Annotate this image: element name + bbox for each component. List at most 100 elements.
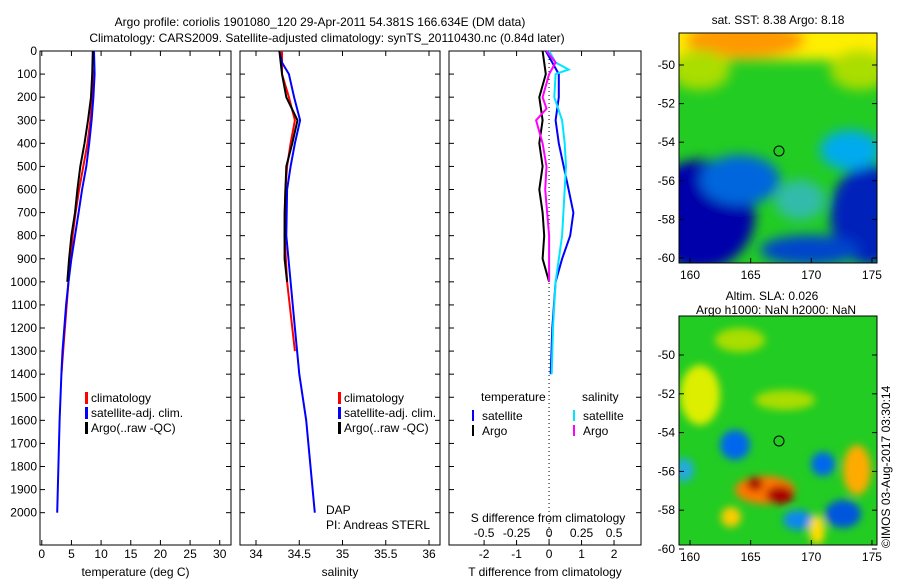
- y-tick-label: 300: [17, 113, 37, 127]
- lat-tick-label: -54: [658, 135, 676, 149]
- y-tick-label: 900: [17, 252, 37, 266]
- plot-frame-3: [448, 50, 642, 546]
- s-tick-label: 0.5: [606, 526, 623, 540]
- y-tick-label: 1300: [10, 344, 37, 358]
- sst-map-title: sat. SST: 8.38 Argo: 8.18: [712, 13, 845, 27]
- x-tick-label: 15: [124, 547, 138, 561]
- lon-tick-label: 175: [862, 550, 882, 564]
- x-tick-label: -2: [479, 547, 490, 561]
- title-line1: Argo profile: coriolis 1901080_120 29-Ap…: [115, 15, 526, 29]
- plot-frame-2: [239, 50, 441, 546]
- series-line-temperature-satellite: [544, 50, 575, 375]
- x-tick-label: 0: [546, 547, 553, 561]
- legend-swatch: [85, 392, 88, 404]
- x-tick-label: 34: [249, 547, 263, 561]
- sst-map-image: [679, 33, 877, 263]
- sla-map-image: [679, 316, 877, 545]
- legend-swatch: [85, 422, 88, 434]
- y-tick-label: 1600: [10, 413, 37, 427]
- legend-label: satellite-adj. clim.: [91, 406, 183, 420]
- y-tick-label: 1100: [11, 298, 37, 312]
- lat-tick-label: -58: [658, 503, 676, 517]
- lat-tick-label: -50: [658, 348, 676, 362]
- legend-label: Argo: [482, 424, 508, 438]
- y-tick-label: 1500: [10, 390, 37, 404]
- lon-tick-label: 165: [741, 268, 761, 282]
- series-line-argo-raw-qc-: [66, 50, 94, 282]
- legend-title-temperature: temperature: [481, 390, 546, 404]
- credit-text: ©IMOS 03-Aug-2017 03:30:14: [879, 385, 893, 548]
- x-tick-label: 30: [213, 547, 227, 561]
- s-tick-label: -0.5: [474, 526, 495, 540]
- x-tick-label: 35: [336, 547, 350, 561]
- y-tick-label: 500: [17, 159, 37, 173]
- y-tick-label: 800: [17, 229, 37, 243]
- s-tick-label: 0: [546, 526, 553, 540]
- lon-tick-label: 170: [801, 550, 821, 564]
- x-tick-label: 36: [422, 547, 436, 561]
- y-tick-label: 1400: [10, 367, 37, 381]
- y-tick-label: 0: [30, 44, 37, 58]
- profile-plots: 0100200300400500600700800900100011001200…: [10, 44, 642, 579]
- lat-tick-label: -50: [658, 58, 676, 72]
- y-tick-label: 600: [17, 183, 37, 197]
- series-line-salinity-argo: [534, 50, 557, 282]
- lat-tick-label: -60: [658, 542, 676, 556]
- y-tick-label: 2000: [10, 506, 37, 520]
- legend-swatch: [573, 410, 575, 421]
- sla-map-title2: Argo h1000: NaN h2000: NaN: [696, 303, 856, 317]
- legend-swatch: [338, 407, 341, 419]
- lon-tick-label: 175: [862, 268, 882, 282]
- float-marker-sla: [773, 435, 785, 447]
- x-tick-label: 10: [94, 547, 108, 561]
- y-tick-label: 200: [17, 90, 37, 104]
- legend-label: climatology: [91, 391, 151, 405]
- lon-tick-label: 160: [680, 550, 700, 564]
- series-line-temperature-argo: [538, 50, 551, 283]
- lat-tick-label: -52: [658, 387, 676, 401]
- legend-label: Argo(..raw -QC): [91, 421, 176, 435]
- legend-swatch: [338, 422, 341, 434]
- y-tick-label: 1000: [10, 275, 37, 289]
- x-tick-label: 25: [183, 547, 197, 561]
- x-tick-label: 20: [154, 547, 168, 561]
- y-tick-label: 100: [17, 67, 37, 81]
- legend-label: satellite: [583, 409, 624, 423]
- legend-label: satellite: [482, 409, 523, 423]
- lon-tick-label: 170: [801, 268, 821, 282]
- series-line-salinity-satellite: [548, 50, 572, 375]
- legend-swatch: [85, 407, 88, 419]
- legend-swatch: [472, 410, 474, 421]
- y-tick-label: 1200: [10, 321, 37, 335]
- float-marker-sst: [773, 145, 785, 157]
- annotation-pi: PI: Andreas STERL: [326, 518, 430, 532]
- legend-title-salinity: salinity: [582, 390, 619, 404]
- lat-tick-label: -56: [658, 174, 676, 188]
- x-tick-label: 0: [38, 547, 45, 561]
- x-axis-label: T difference from climatology: [468, 565, 622, 579]
- x-tick-label: 5: [68, 547, 75, 561]
- x-tick-label: -1: [511, 547, 522, 561]
- x-tick-label: 1: [578, 547, 585, 561]
- series-line-satellite-adj-clim-: [56, 50, 96, 513]
- lat-tick-label: -56: [658, 464, 676, 478]
- plot-frame-1: [39, 50, 232, 546]
- lat-tick-label: -60: [658, 251, 676, 265]
- x-axis-label: salinity: [322, 565, 359, 579]
- x-axis-label: temperature (deg C): [81, 565, 189, 579]
- y-tick-label: 1700: [10, 436, 37, 450]
- y-tick-label: 400: [17, 136, 37, 150]
- legend-swatch: [472, 425, 474, 436]
- y-tick-label: 1800: [10, 460, 37, 474]
- legend-swatch: [573, 425, 575, 436]
- y-tick-label: 1900: [10, 483, 37, 497]
- legend-label: Argo: [583, 424, 609, 438]
- x-tick-label: 2: [611, 547, 618, 561]
- title-line2: Climatology: CARS2009. Satellite-adjuste…: [89, 31, 564, 45]
- series-line-satellite-adj-clim-: [278, 50, 316, 513]
- s-tick-label: -0.25: [503, 526, 531, 540]
- legend-label: Argo(..raw -QC): [344, 421, 429, 435]
- lat-tick-label: -58: [658, 212, 676, 226]
- s-tick-label: 0.25: [570, 526, 594, 540]
